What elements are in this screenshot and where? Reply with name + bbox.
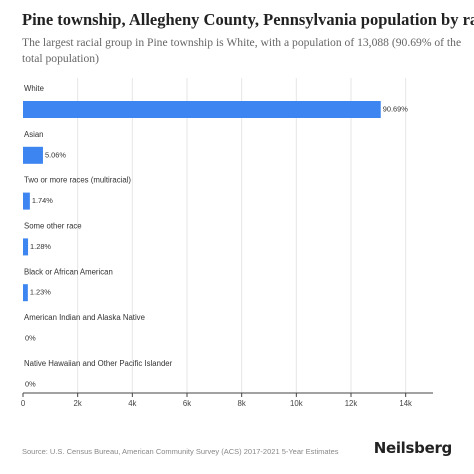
data-label: 1.74% (32, 196, 53, 205)
x-tick-label: 12k (345, 399, 358, 408)
data-label: 5.06% (45, 150, 66, 159)
category-label: Some other race (24, 221, 82, 230)
data-label: 0% (25, 333, 36, 342)
x-tick-label: 10k (290, 399, 303, 408)
x-tick-label: 6k (183, 399, 191, 408)
x-tick-label: 8k (238, 399, 246, 408)
category-label: Black or African American (24, 267, 113, 276)
bar (23, 284, 28, 302)
category-label: Native Hawaiian and Other Pacific Island… (24, 359, 173, 368)
category-label: White (24, 84, 44, 93)
x-tick-label: 4k (128, 399, 136, 408)
bar (23, 146, 43, 164)
source-note: Source: U.S. Census Bureau, American Com… (22, 447, 339, 456)
category-label: Two or more races (multiracial) (24, 176, 131, 185)
data-label: 1.28% (30, 242, 51, 251)
x-tick-label: 0 (21, 399, 26, 408)
x-tick-label: 14k (399, 399, 412, 408)
bar (23, 192, 30, 210)
category-label: American Indian and Alaska Native (24, 313, 145, 322)
chart-subtitle: The largest racial group in Pine townshi… (22, 36, 462, 65)
bar (23, 101, 381, 118)
category-label: Asian (24, 130, 44, 139)
data-label: 90.69% (383, 104, 408, 113)
bar (23, 238, 29, 256)
chart-title: Pine township, Allegheny County, Pennsyl… (22, 10, 474, 29)
x-tick-label: 2k (74, 399, 82, 408)
neilsberg-logo: Neilsberg (373, 439, 453, 457)
data-label: 0% (25, 379, 36, 388)
data-label: 1.23% (30, 288, 51, 297)
